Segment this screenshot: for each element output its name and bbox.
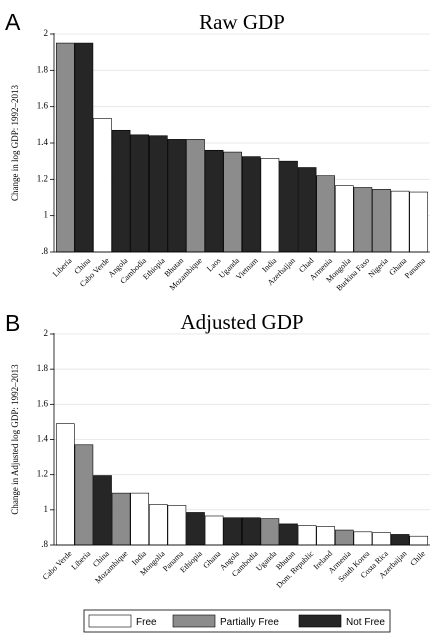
bar-india [130,492,150,546]
chart-title: Raw GDP [199,10,285,34]
bar-ethiopia [186,512,205,546]
bar-ghana [390,190,410,253]
panel-letter: A [5,9,21,35]
bar-burkina-faso [353,187,373,253]
y-tick-label: 1 [44,210,49,220]
bar-costa-rica [372,532,391,546]
y-tick-label: 1.6 [37,398,49,408]
y-tick-label: 1.8 [37,363,49,373]
bar-panama [409,191,429,253]
bar-azerbaijan [279,160,298,253]
panel-a: A Raw GDP.811.21.41.61.82LiberiaChinaCabo… [5,9,430,293]
bar-cabo-verde [93,118,112,253]
legend-swatch-not-free [298,614,342,628]
y-tick-label: .8 [41,246,48,256]
bar-ghana [204,515,224,546]
y-axis-label: Change in log GDP: 1992–2013 [10,85,20,201]
bar-liberia [74,444,94,546]
bar-azerbaijan [390,534,410,546]
x-tick-label: Chile [408,549,427,568]
bar-bhutan [279,523,298,546]
y-tick-label: 2 [44,328,49,338]
bar-cambodia [130,134,150,253]
y-tick-label: 2 [44,28,49,38]
bar-china [93,475,112,546]
legend-swatch-partially-free [172,614,216,628]
legend: Free Partially Free Not Free [83,609,391,633]
bar-uganda [260,518,280,546]
bar-ethiopia [148,135,168,253]
bar-mongolia [148,504,168,546]
bar-mozambique [111,492,131,546]
x-tick-label: Panama [403,256,428,281]
x-tick-label: Liberia [51,256,74,279]
y-tick-label: 1.4 [37,137,49,147]
legend-label-not-free: Not Free [346,617,385,628]
bar-panama [167,505,187,546]
bar-bhutan [167,139,187,253]
bar-cambodia [241,517,261,546]
bar-south-korea [353,531,373,546]
bar-india [260,158,280,253]
panel-letter: B [5,310,20,336]
bar-vietnam [241,156,261,253]
bar-armenia [316,175,336,253]
bar-dom-republic [297,525,317,546]
y-axis-label: Change in Adjusted log GDP: 1992–2013 [10,364,20,515]
y-tick-label: 1.8 [37,64,49,74]
bar-china [74,42,94,253]
legend-label-partially-free: Partially Free [220,617,279,628]
bar-nigeria [372,189,391,253]
bar-laos [204,149,224,253]
y-tick-label: 1.2 [37,469,48,479]
chart-title: Adjusted GDP [180,310,303,334]
y-tick-label: 1.4 [37,434,49,444]
y-tick-label: 1.2 [37,173,48,183]
bar-mongolia [334,185,354,253]
x-tick-label: Liberia [70,549,93,572]
y-tick-label: .8 [41,539,48,549]
bar-angola [223,517,243,546]
bar-ireland [316,526,336,546]
y-tick-label: 1.6 [37,101,49,111]
x-tick-label: Uganda [254,549,278,573]
bar-chad [297,167,317,253]
y-tick-label: 1 [44,504,49,514]
legend-swatch-free [88,614,132,628]
bar-angola [111,129,131,253]
bar-chile [409,535,429,546]
x-tick-label: Nigeria [367,256,391,280]
bar-mozambique [186,139,205,253]
bar-cabo-verde [55,423,75,546]
legend-label-free: Free [136,617,157,628]
bar-liberia [55,42,75,253]
bar-uganda [223,151,243,253]
bar-armenia [334,529,354,546]
